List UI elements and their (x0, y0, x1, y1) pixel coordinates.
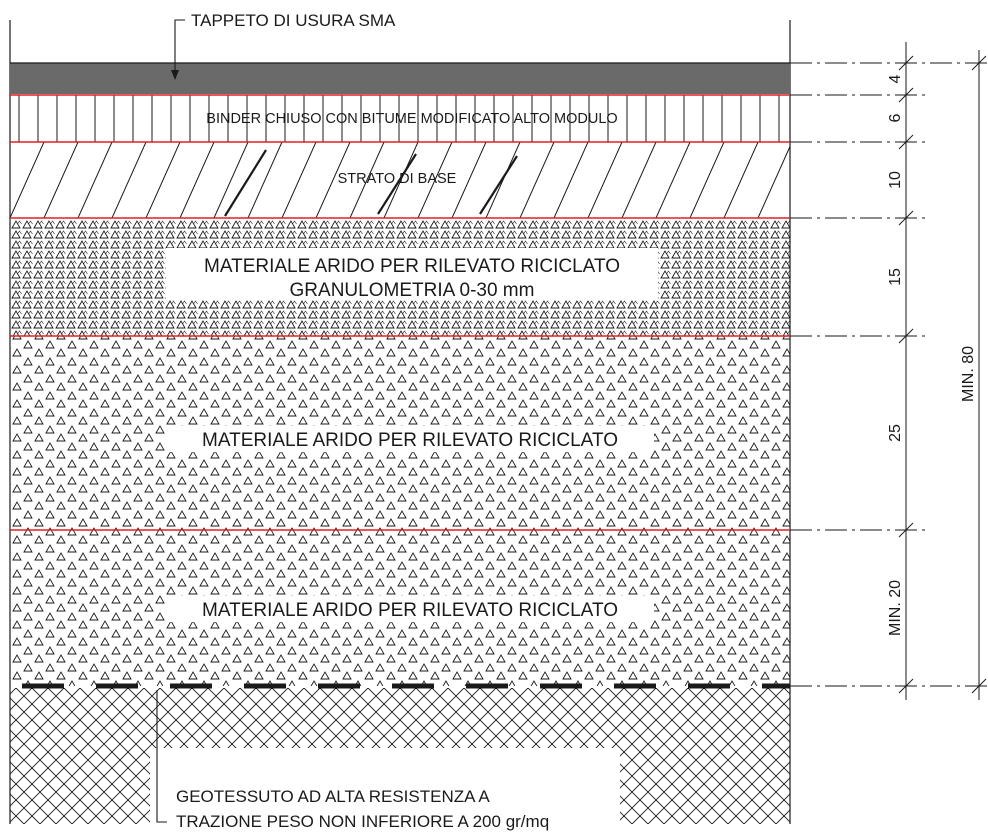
dimension-chain (898, 42, 914, 700)
dim-label-binder: 6 (887, 113, 904, 122)
dimension-extension-lines (790, 62, 988, 687)
layer-binder: BINDER CHIUSO CON BITUME MODIFICATO ALTO… (10, 95, 790, 142)
usura-fill (10, 63, 790, 94)
rilevato-fine-label-line2: GRANULOMETRIA 0-30 mm (290, 280, 535, 301)
layer-terreno (10, 688, 790, 834)
dim-label-base: 10 (887, 171, 904, 189)
dim-label-rilevato-fine: 15 (887, 268, 904, 286)
dim-label-rilevato-2: MIN. 20 (887, 580, 904, 636)
layer-rilevato-fine: MATERIALE ARIDO PER RILEVATO RICICLATO G… (10, 218, 790, 336)
callout-bottom-line2: TRAZIONE PESO NON INFERIORE A 200 gr/mq (176, 812, 549, 831)
interface-lines (10, 94, 790, 531)
dim-label-rilevato-1: 25 (887, 424, 904, 442)
dim-label-usura: 4 (887, 74, 904, 83)
dim-label-total: MIN. 80 (960, 346, 977, 402)
layer-rilevato-2: MATERIALE ARIDO PER RILEVATO RICICLATO (10, 530, 790, 686)
layer-base: STRATO DI BASE (10, 142, 790, 218)
rilevato-1-label: MATERIALE ARIDO PER RILEVATO RICICLATO (202, 430, 618, 451)
dimension-total (971, 50, 987, 700)
callout-bottom: GEOTESSUTO AD ALTA RESISTENZA A TRAZIONE… (156, 690, 549, 831)
layer-usura (10, 62, 790, 94)
callout-bottom-line1: GEOTESSUTO AD ALTA RESISTENZA A (176, 787, 490, 806)
binder-label: BINDER CHIUSO CON BITUME MODIFICATO ALTO… (206, 111, 617, 127)
callout-top-label: TAPPETO DI USURA SMA (191, 11, 396, 30)
callout-top: TAPPETO DI USURA SMA (171, 11, 396, 80)
base-label: STRATO DI BASE (338, 171, 457, 187)
layer-rilevato-1: MATERIALE ARIDO PER RILEVATO RICICLATO (10, 336, 790, 530)
rilevato-2-label: MATERIALE ARIDO PER RILEVATO RICICLATO (202, 600, 618, 621)
rilevato-fine-label-line1: MATERIALE ARIDO PER RILEVATO RICICLATO (204, 256, 620, 277)
